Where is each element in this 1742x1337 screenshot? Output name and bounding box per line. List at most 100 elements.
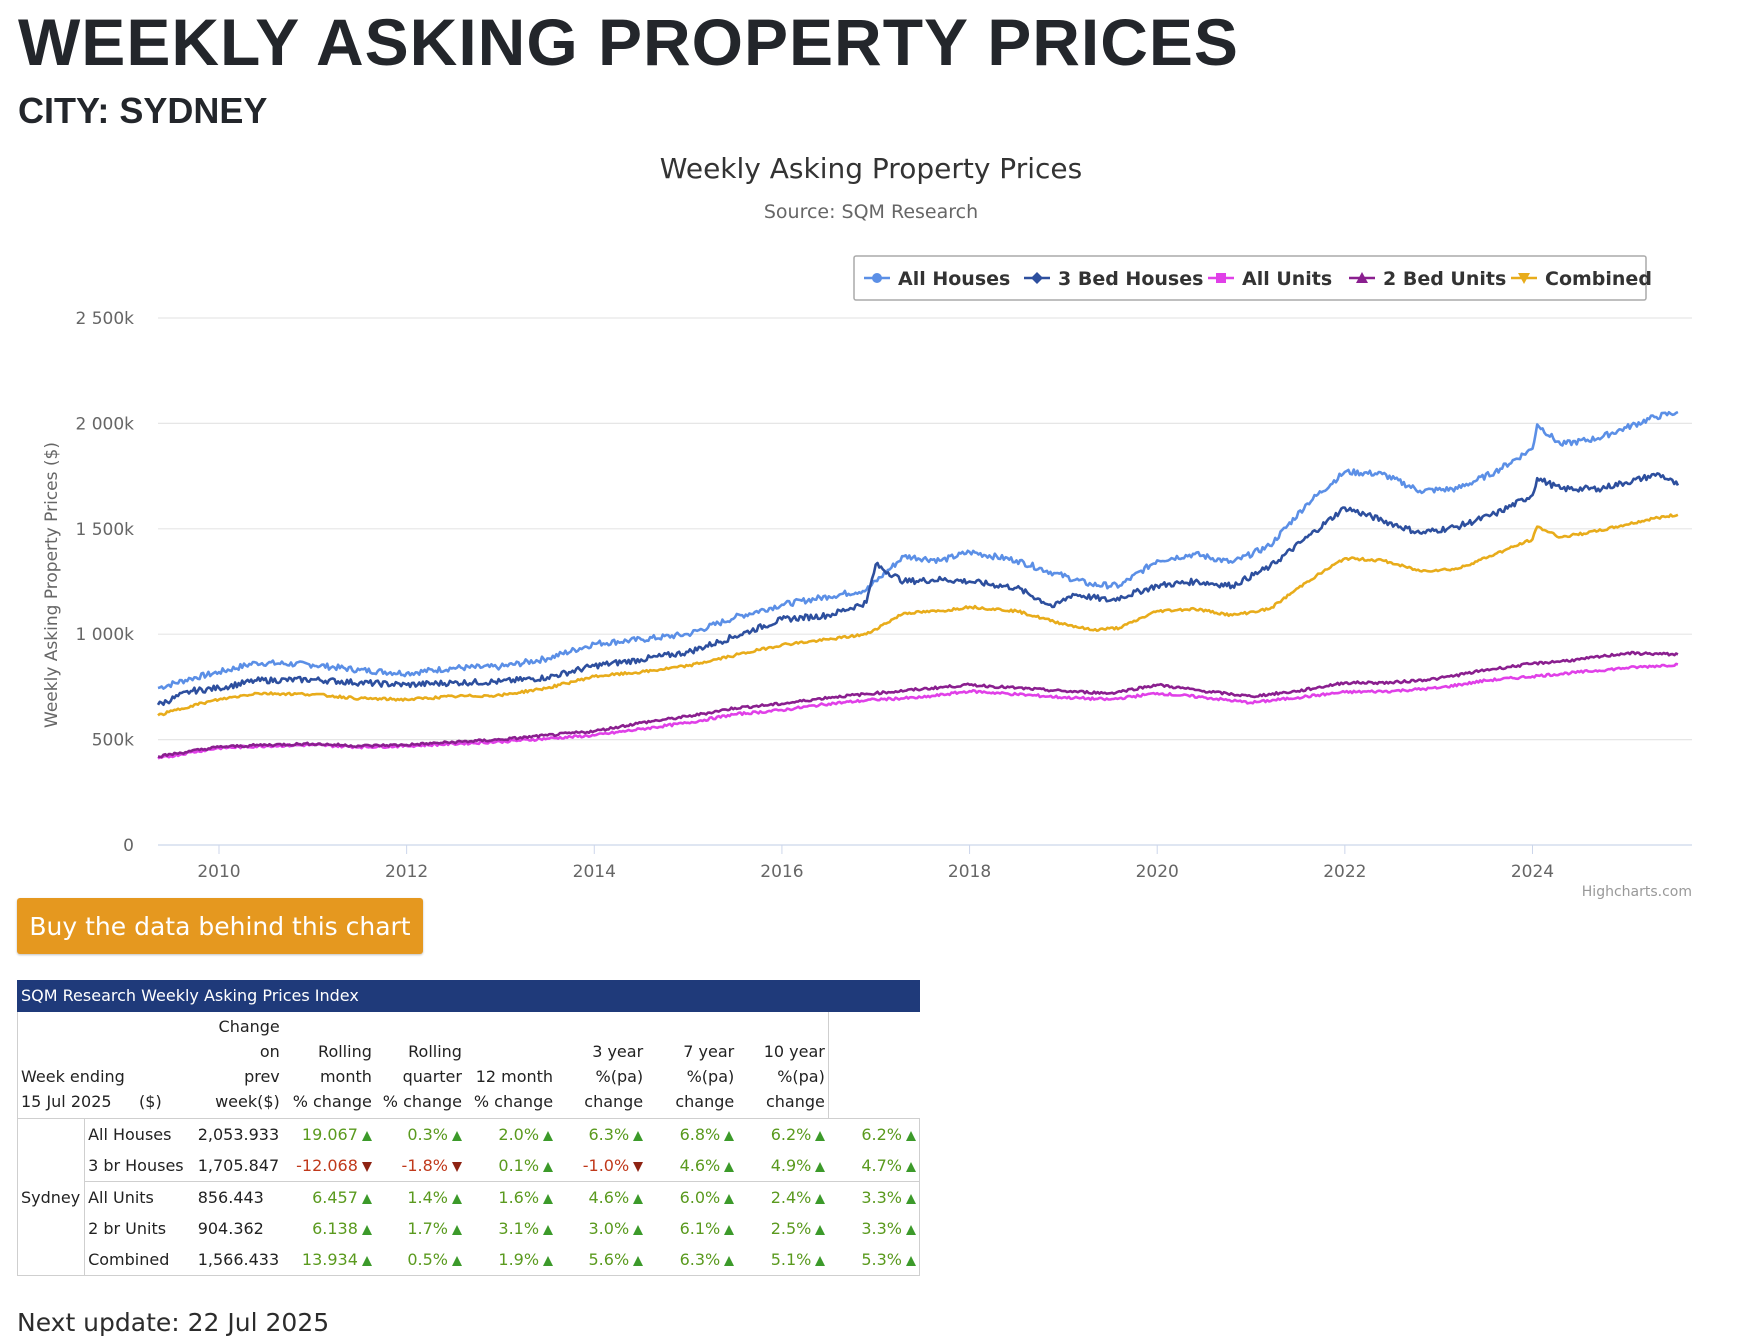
x-tick-label: 2016 <box>760 862 803 882</box>
y-axis-label: Weekly Asking Property Prices ($) <box>42 442 62 728</box>
legend-square-icon <box>1216 273 1226 283</box>
arrow-up-icon <box>724 1256 735 1266</box>
series-line-all-houses[interactable] <box>157 410 1679 690</box>
rolling-quarter-cell: 1.6% <box>465 1182 556 1214</box>
arrow-up-icon <box>543 1225 554 1235</box>
legend-triangle-down-icon <box>1518 273 1530 284</box>
metric-cell: 3 br Houses <box>84 1150 195 1182</box>
legend-item-all-units[interactable]: All Units <box>1208 268 1332 290</box>
price-chart[interactable]: Weekly Asking Property Prices Source: SQ… <box>0 140 1742 900</box>
chart-subtitle: Source: SQM Research <box>764 201 978 223</box>
arrow-down-icon <box>633 1162 644 1172</box>
twelve-month-cell: 6.3% <box>556 1119 646 1151</box>
arrow-up-icon <box>633 1131 644 1141</box>
price-cell: 856.443 <box>197 1188 264 1207</box>
legend-item-3-bed-houses[interactable]: 3 Bed Houses <box>1024 268 1203 290</box>
series-line-2-bed-units[interactable] <box>157 650 1679 759</box>
arrow-up-icon <box>633 1225 644 1235</box>
arrow-up-icon <box>633 1256 644 1266</box>
y-tick-label: 1 500k <box>75 520 134 540</box>
rolling-month-cell: 1.7% <box>375 1213 465 1244</box>
arrow-up-icon <box>906 1131 916 1141</box>
legend-triangle-icon <box>1356 272 1368 283</box>
twelve-month-header: 12 month% change <box>473 1067 554 1111</box>
page-title: WEEKLY ASKING PROPERTY PRICES <box>18 5 1239 79</box>
y-tick-label: 0 <box>123 836 134 856</box>
ten-year-cell: 3.3% <box>828 1213 921 1244</box>
arrow-up-icon <box>815 1194 826 1204</box>
price-cell: 2,053.933 <box>197 1125 280 1144</box>
rolling-month-cell: 0.3% <box>375 1119 465 1151</box>
table-caption: SQM Research Weekly Asking Prices Index <box>17 980 920 1012</box>
arrow-up-icon <box>724 1131 735 1141</box>
change-cell: 19.067 <box>283 1119 375 1151</box>
rolling-quarter-header: Rolling quarter% change <box>382 1042 462 1111</box>
chart-credit[interactable]: Highcharts.com <box>1582 884 1692 900</box>
seven-year-cell: 2.5% <box>737 1213 828 1244</box>
city-cell: Sydney <box>16 1118 86 1276</box>
arrow-up-icon <box>633 1194 644 1204</box>
legend-item-combined[interactable]: Combined <box>1511 268 1652 290</box>
legend-label: Combined <box>1545 268 1652 290</box>
seven-year-header: 7 year %(pa) change <box>675 1042 735 1111</box>
arrow-up-icon <box>451 1194 462 1204</box>
metric-cell: 2 br Units <box>88 1219 167 1238</box>
y-tick-label: 1 000k <box>75 625 134 645</box>
arrow-up-icon <box>724 1194 735 1204</box>
rolling-month-cell: 1.4% <box>375 1182 465 1214</box>
arrow-up-icon <box>543 1131 554 1141</box>
seven-year-cell: 5.1% <box>737 1244 829 1276</box>
rolling-quarter-cell: 3.1% <box>465 1213 556 1244</box>
price-cell: 1,705.847 <box>194 1150 283 1182</box>
legend-item-2-bed-units[interactable]: 2 Bed Units <box>1349 268 1506 290</box>
ten-year-cell: 6.2% <box>828 1118 921 1150</box>
week-ending-label: Week ending <box>21 1067 125 1086</box>
legend-label: All Units <box>1242 268 1332 290</box>
page-subtitle: CITY: SYDNEY <box>18 90 268 131</box>
arrow-up-icon <box>906 1162 916 1172</box>
rolling-quarter-cell: 1.9% <box>464 1244 557 1276</box>
arrow-up-icon <box>815 1162 826 1172</box>
three-year-cell: 6.8% <box>646 1119 737 1151</box>
table-row: Combined 1,566.433 13.934 0.5% 1.9% 5.6% 6.3% 5… <box>18 1244 921 1276</box>
y-tick-label: 500k <box>92 731 134 751</box>
week-ending-header: Week ending 15 Jul 2025 ($) <box>16 1012 195 1119</box>
arrow-up-icon <box>543 1256 554 1266</box>
arrow-up-icon <box>451 1131 462 1141</box>
arrow-up-icon <box>361 1225 372 1235</box>
rolling-quarter-cell: 0.1% <box>464 1150 557 1182</box>
legend-label: 2 Bed Units <box>1383 268 1506 290</box>
metric-cell: All Houses <box>88 1125 172 1144</box>
three-year-cell: 4.6% <box>646 1150 738 1182</box>
three-year-header: 3 year %(pa) change <box>584 1042 644 1111</box>
arrow-up-icon <box>543 1194 554 1204</box>
ten-year-cell: 4.7% <box>828 1150 921 1182</box>
legend-label: All Houses <box>898 268 1010 290</box>
change-cell: 6.138 <box>283 1213 375 1244</box>
legend-item-all-houses[interactable]: All Houses <box>864 268 1010 290</box>
arrow-up-icon <box>451 1225 462 1235</box>
ten-year-cell: 3.3% <box>828 1181 921 1213</box>
series-line-combined[interactable] <box>157 513 1679 717</box>
series-line-3-bed-houses[interactable] <box>156 472 1680 706</box>
x-tick-label: 2022 <box>1323 862 1366 882</box>
change-cell: -12.068 <box>282 1150 375 1182</box>
three-year-cell: 6.0% <box>646 1182 737 1214</box>
arrow-up-icon <box>906 1256 916 1266</box>
change-cell: 6.457 <box>283 1182 375 1214</box>
arrow-down-icon <box>361 1162 372 1172</box>
change-header: Change on prev week($) <box>215 1017 280 1111</box>
buy-data-button[interactable]: Buy the data behind this chart <box>17 898 423 954</box>
arrow-up-icon <box>815 1131 826 1141</box>
arrow-up-icon <box>815 1256 826 1266</box>
twelve-month-cell: 3.0% <box>556 1213 646 1244</box>
three-year-cell: 6.1% <box>646 1213 737 1244</box>
arrow-up-icon <box>906 1225 916 1235</box>
rolling-quarter-cell: 2.0% <box>465 1119 556 1151</box>
arrow-up-icon <box>724 1225 735 1235</box>
arrow-up-icon <box>361 1194 372 1204</box>
y-tick-label: 2 000k <box>75 414 134 434</box>
arrow-up-icon <box>815 1225 826 1235</box>
legend-label: 3 Bed Houses <box>1058 268 1203 290</box>
asking-prices-table: SQM Research Weekly Asking Prices Index … <box>16 980 921 1276</box>
